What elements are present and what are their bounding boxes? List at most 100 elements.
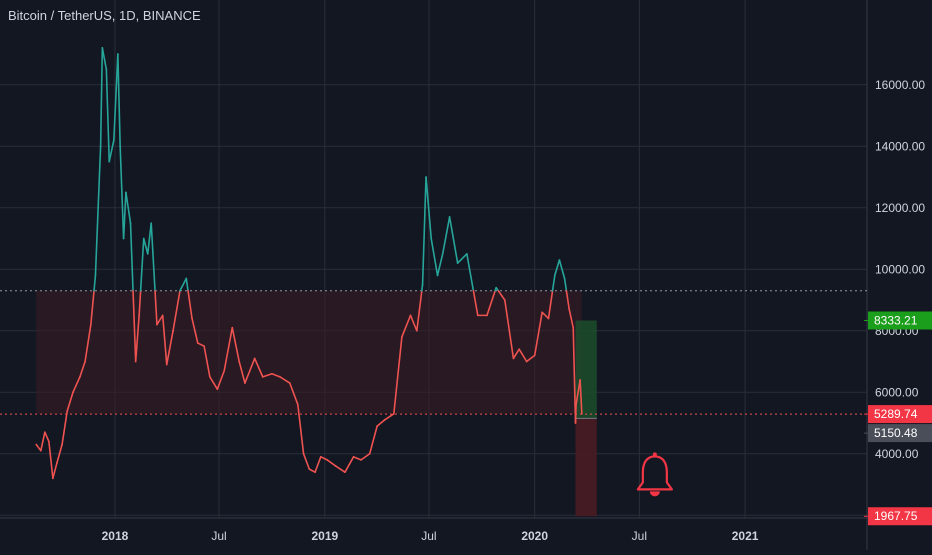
price-segment bbox=[131, 223, 134, 291]
price-segment bbox=[180, 278, 186, 290]
price-point bbox=[179, 290, 181, 292]
price-segment bbox=[450, 217, 458, 263]
price-point bbox=[44, 431, 46, 433]
price-segment bbox=[458, 254, 467, 263]
price-point bbox=[410, 315, 412, 317]
last-price-badge-text: 5289.74 bbox=[874, 407, 918, 421]
stop-price-badge-text: 1967.75 bbox=[874, 509, 918, 523]
y-tick-label: 16000.00 bbox=[875, 78, 925, 92]
price-point bbox=[457, 262, 459, 264]
price-point bbox=[393, 413, 395, 415]
price-point bbox=[100, 145, 102, 147]
price-segment bbox=[106, 69, 109, 161]
price-point bbox=[106, 69, 108, 71]
price-segment bbox=[41, 432, 45, 450]
price-point bbox=[568, 308, 570, 310]
price-point bbox=[353, 456, 355, 458]
symbol-title: Bitcoin / TetherUS, 1D, BINANCE bbox=[8, 8, 201, 23]
price-point bbox=[437, 275, 439, 277]
price-point bbox=[297, 404, 299, 406]
price-point bbox=[344, 471, 346, 473]
price-point bbox=[61, 444, 63, 446]
price-segment bbox=[565, 278, 567, 290]
price-point bbox=[231, 327, 233, 329]
price-segment bbox=[315, 457, 321, 472]
price-point bbox=[369, 453, 371, 455]
price-point bbox=[314, 471, 316, 473]
price-point bbox=[56, 462, 58, 464]
x-tick-label: 2021 bbox=[732, 529, 759, 543]
x-tick-label: Jul bbox=[421, 529, 436, 543]
price-point bbox=[309, 468, 311, 470]
bell-top bbox=[653, 452, 657, 456]
price-segment bbox=[124, 192, 126, 238]
price-segment bbox=[443, 217, 450, 254]
price-point bbox=[466, 253, 468, 255]
price-point bbox=[133, 299, 135, 301]
price-segment bbox=[345, 457, 354, 472]
price-point bbox=[526, 361, 528, 363]
price-point bbox=[119, 145, 121, 147]
price-point bbox=[486, 315, 488, 317]
x-tick-label: 2018 bbox=[102, 529, 129, 543]
price-point bbox=[425, 176, 427, 178]
price-segment bbox=[336, 466, 345, 472]
price-segment bbox=[370, 426, 377, 454]
price-point bbox=[203, 345, 205, 347]
price-point bbox=[138, 315, 140, 317]
price-segment bbox=[361, 454, 370, 460]
position-target-zone bbox=[576, 321, 597, 419]
price-point bbox=[79, 376, 81, 378]
price-point bbox=[66, 410, 68, 412]
price-point bbox=[401, 336, 403, 338]
price-point bbox=[254, 358, 256, 360]
price-segment bbox=[141, 239, 144, 291]
price-segment bbox=[553, 275, 555, 290]
price-point bbox=[156, 324, 158, 326]
y-tick-label: 4000.00 bbox=[875, 447, 919, 461]
price-segment bbox=[385, 414, 394, 420]
price-point bbox=[147, 253, 149, 255]
price-point bbox=[572, 327, 574, 329]
price-point bbox=[113, 139, 115, 141]
price-point bbox=[135, 361, 137, 363]
price-segment bbox=[101, 48, 103, 146]
price-segment bbox=[377, 420, 384, 426]
price-point bbox=[326, 459, 328, 461]
price-point bbox=[504, 299, 506, 301]
price-point bbox=[217, 388, 219, 390]
price-segment bbox=[53, 463, 57, 478]
price-point bbox=[289, 382, 291, 384]
price-point bbox=[581, 413, 583, 415]
price-point bbox=[185, 278, 187, 280]
price-point bbox=[303, 453, 305, 455]
price-segment bbox=[576, 405, 577, 423]
price-point bbox=[360, 459, 362, 461]
price-segment bbox=[95, 146, 100, 275]
price-point bbox=[422, 284, 424, 286]
price-segment bbox=[45, 432, 49, 441]
price-segment bbox=[49, 441, 53, 478]
price-point bbox=[95, 275, 97, 277]
price-segment bbox=[304, 454, 310, 469]
price-point bbox=[150, 222, 152, 224]
price-point bbox=[449, 216, 451, 218]
price-point bbox=[35, 444, 37, 446]
price-point bbox=[90, 324, 92, 326]
price-point bbox=[209, 376, 211, 378]
x-tick-label: Jul bbox=[632, 529, 647, 543]
price-segment bbox=[431, 239, 437, 276]
price-point bbox=[197, 342, 199, 344]
price-point bbox=[320, 456, 322, 458]
price-segment bbox=[109, 140, 114, 162]
price-point bbox=[48, 441, 50, 443]
price-segment bbox=[422, 285, 423, 291]
price-point bbox=[564, 278, 566, 280]
price-point bbox=[335, 465, 337, 467]
price-point bbox=[108, 161, 110, 163]
price-segment bbox=[423, 177, 426, 285]
price-point bbox=[238, 361, 240, 363]
price-point bbox=[541, 312, 543, 314]
